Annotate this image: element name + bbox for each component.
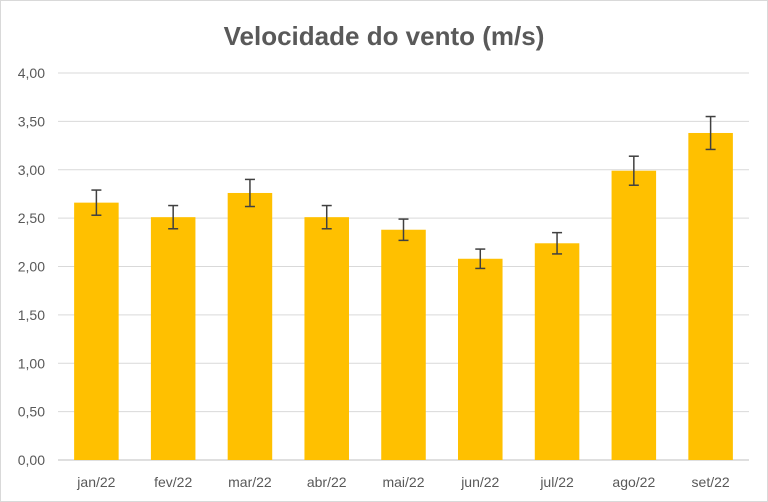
x-tick-label: abr/22 — [307, 474, 347, 490]
x-tick-label: mai/22 — [382, 474, 424, 490]
x-tick-label: jan/22 — [76, 474, 115, 490]
y-tick-label: 0,50 — [18, 404, 45, 420]
y-tick-label: 3,50 — [18, 113, 45, 129]
y-tick-label: 3,00 — [18, 162, 45, 178]
y-tick-label: 0,00 — [18, 452, 45, 468]
x-tick-label: mar/22 — [228, 474, 272, 490]
x-tick-label: set/22 — [692, 474, 730, 490]
bar-jun-22 — [458, 258, 503, 460]
bar-fev-22 — [150, 217, 196, 460]
bar-set-22 — [688, 132, 733, 461]
x-tick-label: jun/22 — [460, 474, 499, 490]
y-tick-label: 4,00 — [18, 65, 45, 81]
y-tick-label: 2,00 — [18, 259, 45, 275]
x-tick-label: ago/22 — [612, 474, 655, 490]
x-tick-label: jul/22 — [539, 474, 574, 490]
bar-mai-22 — [381, 229, 426, 460]
y-axis: 0,00 0,50 1,00 1,50 2,00 2,50 3,00 3,50 4,00 — [18, 65, 45, 468]
bar-mar-22 — [227, 192, 273, 460]
bar-jul-22 — [534, 243, 580, 460]
y-tick-label: 1,00 — [18, 355, 45, 371]
x-tick-label: fev/22 — [154, 474, 192, 490]
bars — [74, 132, 733, 461]
y-tick-label: 2,50 — [18, 210, 45, 226]
error-bars — [91, 115, 716, 270]
x-axis: jan/22 fev/22 mar/22 abr/22 mai/22 jun/22 jul/… — [76, 474, 730, 490]
y-tick-label: 1,50 — [18, 307, 45, 323]
bar-jan-22 — [74, 202, 119, 460]
chart-title: Velocidade do vento (m/s) — [224, 21, 545, 51]
bar-ago-22 — [611, 170, 657, 460]
bar-abr-22 — [304, 217, 349, 460]
